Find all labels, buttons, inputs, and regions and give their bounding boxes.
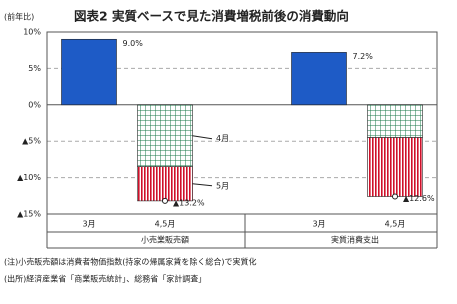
total-marker: [162, 197, 168, 204]
stacked-bar: [367, 137, 423, 197]
y-tick-label: 0%: [28, 100, 41, 109]
bar: [61, 38, 117, 106]
stacked-bar: [137, 166, 193, 202]
callout-line: [192, 135, 213, 140]
y-tick-label: 10%: [23, 28, 41, 37]
stacked-bar: [367, 104, 423, 138]
value-label: 9.0%: [123, 39, 144, 48]
series-label: 4月: [216, 134, 229, 143]
y-tick-label: ▲5%: [22, 137, 41, 146]
chart-title: 図表2 実質ベースで見た消費増税前後の消費動向: [74, 9, 349, 24]
series-label: 5月: [216, 181, 229, 190]
x-tick-label: 3月: [82, 220, 95, 229]
y-tick-label: 5%: [28, 64, 41, 73]
y-tick-label: ▲10%: [17, 173, 41, 182]
value-label: 7.2%: [353, 52, 374, 61]
total-label: ▲13.2%: [173, 198, 205, 207]
plot-frame: [46, 31, 438, 215]
unit-label: (前年比): [4, 12, 34, 22]
y-tick-label: ▲15%: [17, 210, 41, 219]
group-label: 実質消費支出: [331, 235, 379, 245]
x-tick-label: 4,5月: [155, 220, 176, 229]
total-label: ▲12.6%: [403, 194, 435, 203]
bar: [291, 52, 347, 106]
total-marker: [392, 193, 398, 200]
x-tick-label: 3月: [312, 220, 325, 229]
note: (注)小売販売額は消費者物価指数(持家の帰属家賃を除く総合)で実質化: [4, 257, 256, 267]
stacked-bar: [137, 104, 193, 167]
group-label: 小売業販売額: [141, 235, 189, 245]
callout-line: [192, 183, 213, 187]
note: (出所)経済産業省「商業販売統計」、総務省「家計調査」: [4, 274, 206, 284]
x-tick-label: 4,5月: [385, 220, 406, 229]
